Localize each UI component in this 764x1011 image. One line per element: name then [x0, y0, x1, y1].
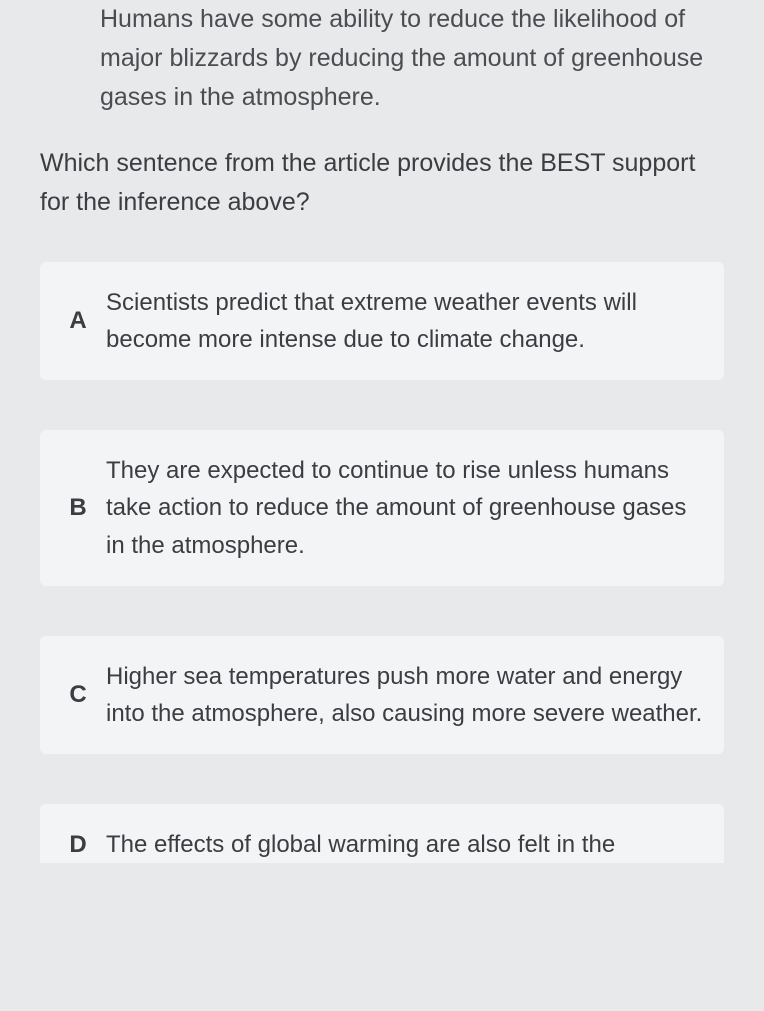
- option-letter: D: [50, 831, 106, 859]
- quiz-container: Humans have some ability to reduce the l…: [0, 0, 764, 863]
- inference-statement: Humans have some ability to reduce the l…: [30, 0, 734, 144]
- option-letter: C: [50, 681, 106, 709]
- answer-option-a[interactable]: A Scientists predict that extreme weathe…: [40, 262, 724, 380]
- answer-option-c[interactable]: C Higher sea temperatures push more wate…: [40, 636, 724, 754]
- option-text: The effects of global warming are also f…: [106, 826, 615, 863]
- question-prompt: Which sentence from the article provides…: [30, 144, 734, 252]
- answer-options-list: A Scientists predict that extreme weathe…: [30, 252, 734, 864]
- option-letter: A: [50, 307, 106, 335]
- answer-option-b[interactable]: B They are expected to continue to rise …: [40, 430, 724, 586]
- answer-option-d[interactable]: D The effects of global warming are also…: [40, 804, 724, 863]
- option-letter: B: [50, 494, 106, 522]
- option-text: They are expected to continue to rise un…: [106, 452, 706, 564]
- option-text: Higher sea temperatures push more water …: [106, 658, 706, 732]
- option-text: Scientists predict that extreme weather …: [106, 284, 706, 358]
